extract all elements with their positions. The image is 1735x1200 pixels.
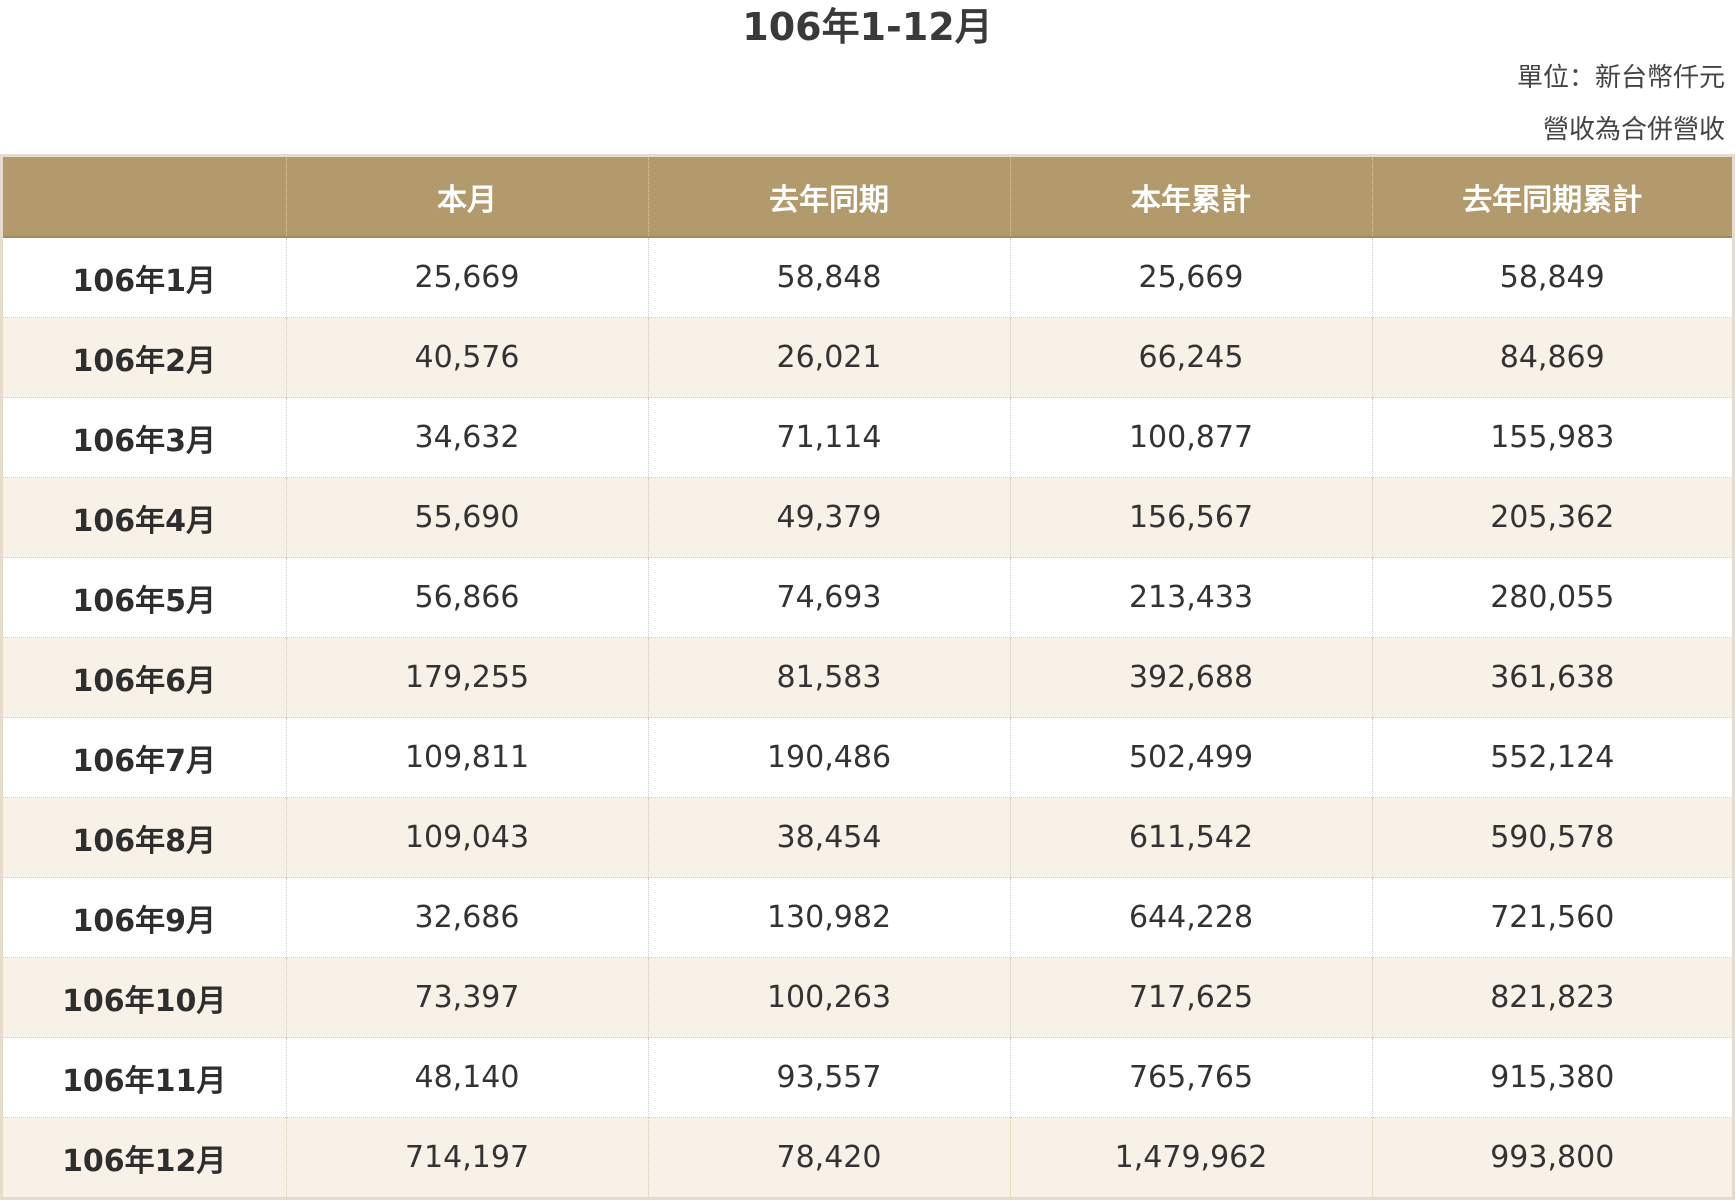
month-cell: 106年5月 [3,557,286,638]
last-year-ytd-cell: 993,800 [1371,1117,1732,1197]
ytd-cell: 66,245 [1009,317,1372,398]
same-period-last-year-cell: 81,583 [647,637,1010,718]
table-row: 106年9月 32,686 130,982 644,228 721,560 [3,877,1732,958]
last-year-ytd-cell: 205,362 [1371,477,1732,558]
last-year-ytd-cell: 552,124 [1371,717,1732,798]
month-cell: 106年9月 [3,877,286,958]
same-period-last-year-cell: 190,486 [647,717,1010,798]
last-year-ytd-cell: 721,560 [1371,877,1732,958]
same-period-last-year-header: 去年同期 [647,157,1010,238]
same-period-last-year-cell: 100,263 [647,957,1010,1038]
same-period-last-year-cell: 74,693 [647,557,1010,638]
this-month-cell: 714,197 [285,1117,648,1197]
month-column-header [3,157,286,238]
this-month-cell: 73,397 [285,957,648,1038]
same-period-last-year-cell: 93,557 [647,1037,1010,1118]
same-period-last-year-cell: 130,982 [647,877,1010,958]
ytd-cell: 100,877 [1009,397,1372,478]
this-month-cell: 55,690 [285,477,648,558]
month-cell: 106年8月 [3,797,286,878]
revenue-table-container: 本月 去年同期 本年累計 去年同期累計 106年1月 25,669 58,848 25,66… [0,154,1735,1200]
unit-note: 單位：新台幣仟元 [1516,63,1725,93]
ytd-cell: 765,765 [1009,1037,1372,1118]
last-year-ytd-cell: 280,055 [1371,557,1732,638]
month-cell: 106年10月 [3,957,286,1038]
last-year-ytd-cell: 821,823 [1371,957,1732,1038]
last-year-ytd-cell: 915,380 [1371,1037,1732,1118]
ytd-header: 本年累計 [1009,157,1372,238]
ytd-cell: 644,228 [1009,877,1372,958]
ytd-cell: 213,433 [1009,557,1372,638]
this-month-cell: 56,866 [285,557,648,638]
table-row: 106年8月 109,043 38,454 611,542 590,578 [3,797,1732,878]
last-year-ytd-cell: 155,983 [1371,397,1732,478]
this-month-cell: 179,255 [285,637,648,718]
same-period-last-year-cell: 71,114 [647,397,1010,478]
month-cell: 106年12月 [3,1117,286,1197]
ytd-cell: 1,479,962 [1009,1117,1372,1197]
last-year-ytd-cell: 58,849 [1371,236,1732,318]
month-cell: 106年7月 [3,717,286,798]
ytd-cell: 611,542 [1009,797,1372,878]
ytd-cell: 502,499 [1009,717,1372,798]
table-row: 106年11月 48,140 93,557 765,765 915,380 [3,1037,1732,1118]
this-month-cell: 40,576 [285,317,648,398]
same-period-last-year-cell: 26,021 [647,317,1010,398]
table-body: 106年1月 25,669 58,848 25,669 58,849 106年2月 40,5… [3,236,1732,1197]
last-year-ytd-cell: 590,578 [1371,797,1732,878]
same-period-last-year-cell: 78,420 [647,1117,1010,1197]
ytd-cell: 717,625 [1009,957,1372,1038]
last-year-ytd-cell: 84,869 [1371,317,1732,398]
table-header: 本月 去年同期 本年累計 去年同期累計 [3,157,1732,238]
same-period-last-year-cell: 58,848 [647,236,1010,318]
this-month-cell: 109,043 [285,797,648,878]
month-cell: 106年6月 [3,637,286,718]
ytd-cell: 156,567 [1009,477,1372,558]
this-month-cell: 32,686 [285,877,648,958]
last-year-ytd-header: 去年同期累計 [1371,157,1732,238]
ytd-cell: 392,688 [1009,637,1372,718]
month-cell: 106年3月 [3,397,286,478]
table-row: 106年12月 714,197 78,420 1,479,962 993,800 [3,1117,1732,1197]
table-row: 106年5月 56,866 74,693 213,433 280,055 [3,557,1732,638]
page-title: 106年1-12月 [742,5,993,49]
table-row: 106年2月 40,576 26,021 66,245 84,869 [3,317,1732,398]
consolidated-revenue-note: 營收為合併營收 [1542,115,1725,145]
month-cell: 106年11月 [3,1037,286,1118]
month-cell: 106年2月 [3,317,286,398]
same-period-last-year-cell: 38,454 [647,797,1010,878]
ytd-cell: 25,669 [1009,236,1372,318]
this-month-header: 本月 [285,157,648,238]
monthly-revenue-table: 本月 去年同期 本年累計 去年同期累計 106年1月 25,669 58,848 25,66… [3,157,1732,1197]
table-row: 106年7月 109,811 190,486 502,499 552,124 [3,717,1732,798]
table-row: 106年6月 179,255 81,583 392,688 361,638 [3,637,1732,718]
table-row: 106年3月 34,632 71,114 100,877 155,983 [3,397,1732,478]
this-month-cell: 25,669 [285,236,648,318]
table-row: 106年10月 73,397 100,263 717,625 821,823 [3,957,1732,1038]
last-year-ytd-cell: 361,638 [1371,637,1732,718]
this-month-cell: 48,140 [285,1037,648,1118]
month-cell: 106年1月 [3,236,286,318]
same-period-last-year-cell: 49,379 [647,477,1010,558]
this-month-cell: 109,811 [285,717,648,798]
table-row: 106年1月 25,669 58,848 25,669 58,849 [3,236,1732,318]
table-row: 106年4月 55,690 49,379 156,567 205,362 [3,477,1732,558]
this-month-cell: 34,632 [285,397,648,478]
month-cell: 106年4月 [3,477,286,558]
header-row: 本月 去年同期 本年累計 去年同期累計 [3,157,1732,238]
